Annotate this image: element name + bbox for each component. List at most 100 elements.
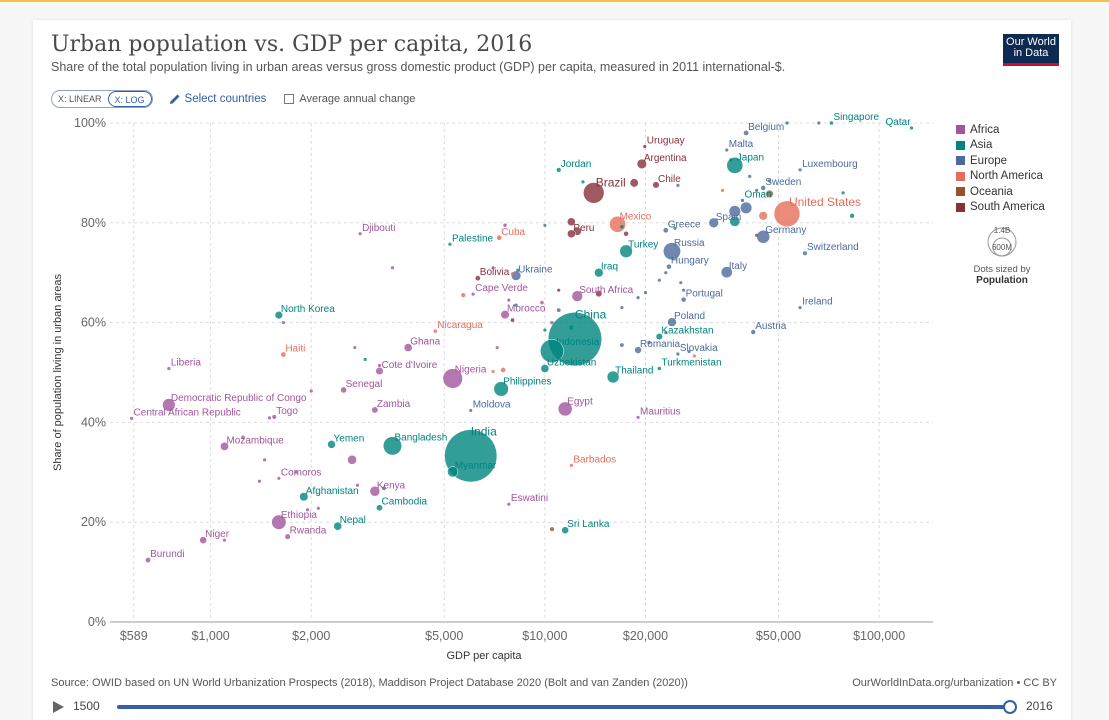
- point-label: Yemen: [334, 433, 365, 444]
- point-label: Ireland: [802, 297, 833, 308]
- data-point: [496, 235, 502, 241]
- x-linear-option[interactable]: X: LINEAR: [58, 94, 102, 104]
- point-label: Uzbekistan: [547, 358, 596, 369]
- data-point: [162, 398, 176, 412]
- data-point: [687, 349, 691, 354]
- legend-label: Europe: [970, 154, 1008, 167]
- data-point: [767, 179, 772, 183]
- data-point: [299, 492, 309, 502]
- data-point: [369, 486, 381, 497]
- legend-item-south-america[interactable]: South America: [956, 200, 1045, 216]
- data-point: [461, 292, 466, 298]
- point-label: Sri Lanka: [567, 519, 610, 530]
- x-tick-label: $10,000: [522, 629, 567, 643]
- point-label: Nepal: [340, 515, 366, 526]
- data-point: [760, 185, 766, 191]
- data-point: [561, 526, 569, 534]
- data-point: [167, 366, 171, 371]
- logo-line-1: Our World: [1006, 36, 1056, 48]
- data-point: [583, 182, 605, 204]
- point-label: Mozambique: [226, 435, 284, 446]
- top-accent-line: [0, 0, 1109, 2]
- y-tick-label: 100%: [74, 116, 106, 130]
- play-icon[interactable]: [53, 701, 64, 713]
- data-point: [841, 191, 845, 195]
- data-point: [664, 330, 668, 335]
- data-point: [569, 325, 574, 330]
- owid-logo[interactable]: Our World in Data: [1003, 34, 1059, 66]
- color-legend: Africa Asia Europe North America Oceania Sout…: [956, 122, 1045, 215]
- average-change-label: Average annual change: [299, 93, 416, 105]
- data-point: [556, 308, 561, 313]
- point-label: Palestine: [452, 233, 494, 244]
- checkbox-icon[interactable]: [284, 94, 295, 104]
- x-tick-label: $100,000: [853, 629, 905, 643]
- legend-item-europe[interactable]: Europe: [956, 153, 1045, 169]
- point-label: Thailand: [615, 365, 653, 376]
- data-point: [285, 534, 291, 540]
- source-note: Source: OWID based on UN World Urbanizat…: [51, 677, 688, 689]
- data-point: [620, 225, 624, 229]
- timeline: 1500 2016: [51, 698, 1061, 716]
- data-point: [785, 121, 789, 125]
- data-point: [333, 522, 342, 531]
- point-label: Cambodia: [381, 497, 427, 508]
- data-point: [748, 174, 752, 179]
- legend-item-asia[interactable]: Asia: [956, 138, 1045, 154]
- data-point: [619, 244, 633, 258]
- data-point: [222, 538, 227, 542]
- point-label: Russia: [674, 238, 705, 249]
- data-point: [353, 345, 357, 350]
- data-point: [442, 368, 463, 389]
- data-point: [540, 339, 564, 363]
- timeline-progress: [117, 705, 1009, 709]
- point-label: Italy: [729, 261, 747, 272]
- data-point: [355, 483, 360, 487]
- select-countries-button[interactable]: Select countries: [169, 93, 266, 105]
- point-label: Central African Republic: [134, 407, 241, 418]
- x-tick-label: $589: [120, 629, 148, 643]
- point-label: Philippines: [503, 377, 551, 388]
- logo-line-2: in Data: [1013, 47, 1049, 59]
- x-log-option[interactable]: X: LOG: [107, 91, 152, 107]
- size-legend-note: Dots sized by: [973, 264, 1031, 275]
- data-point: [656, 333, 663, 340]
- point-label: Liberia: [171, 358, 201, 369]
- data-point: [493, 381, 509, 397]
- average-change-toggle[interactable]: Average annual change: [284, 93, 415, 105]
- y-tick-label: 60%: [81, 316, 106, 330]
- point-label: Austria: [755, 321, 787, 332]
- data-point: [267, 416, 272, 420]
- timeline-handle[interactable]: [1003, 700, 1017, 714]
- legend-item-oceania[interactable]: Oceania: [956, 184, 1045, 200]
- data-point: [549, 527, 555, 532]
- data-point: [567, 229, 576, 239]
- point-label: India: [471, 425, 497, 439]
- x-scale-toggle[interactable]: X: LINEAR X: LOG: [51, 90, 153, 108]
- data-point: [663, 227, 669, 233]
- data-point: [708, 217, 719, 228]
- point-label: Niger: [205, 529, 230, 540]
- point-label: United States: [789, 195, 861, 209]
- data-point: [471, 292, 475, 296]
- legend-item-africa[interactable]: Africa: [956, 122, 1045, 138]
- timeline-start-year: 1500: [73, 699, 100, 713]
- data-point: [581, 180, 585, 184]
- point-label: Cuba: [501, 227, 525, 238]
- data-point: [540, 300, 544, 305]
- legend-item-north-america[interactable]: North America: [956, 169, 1045, 185]
- data-point: [543, 328, 547, 332]
- scatter-plot: 0% 20% 40% 60% 80% 100% $589 $1,000 $2,000 $5,000…: [52, 112, 933, 662]
- data-point: [377, 363, 382, 368]
- timeline-track[interactable]: [117, 705, 1009, 709]
- point-label: Japan: [737, 153, 764, 164]
- source-link[interactable]: OurWorldInData.org/urbanization • CC BY: [852, 677, 1057, 689]
- data-point: [516, 268, 520, 272]
- point-label: Switzerland: [807, 242, 859, 253]
- point-label: Cape Verde: [475, 283, 528, 294]
- point-label: Bangladesh: [394, 432, 447, 443]
- legend-swatch: [956, 140, 965, 150]
- data-point: [510, 272, 515, 276]
- data-point: [433, 329, 438, 333]
- y-tick-label: 80%: [81, 216, 106, 230]
